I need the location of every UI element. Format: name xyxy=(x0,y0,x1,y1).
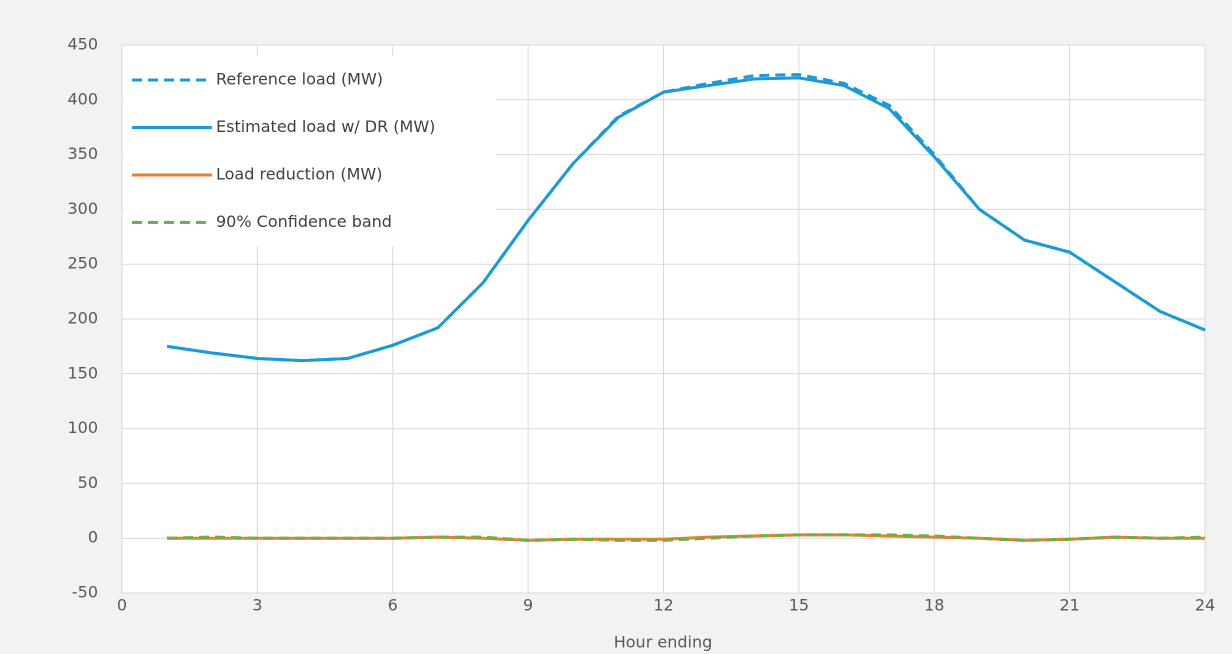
legend: Reference load (MW) Estimated load w/ DR … xyxy=(124,56,496,246)
x-tick-label: 18 xyxy=(924,596,944,615)
legend-label: 90% Confidence band xyxy=(216,212,392,231)
x-tick-label: 0 xyxy=(117,596,127,615)
y-tick-label: 450 xyxy=(67,35,98,54)
x-axis-title: Hour ending xyxy=(614,633,713,652)
lines xyxy=(166,73,1206,542)
x-tick-label: 21 xyxy=(1059,596,1079,615)
x-tick-label: 15 xyxy=(789,596,809,615)
x-tick-label: 9 xyxy=(523,596,533,615)
y-tick-label: -50 xyxy=(72,583,98,602)
y-tick-label: 250 xyxy=(67,254,98,273)
y-tick-label: 300 xyxy=(67,199,98,218)
y-tick-label: 150 xyxy=(67,363,98,382)
legend-label: Load reduction (MW) xyxy=(216,165,382,184)
series-line xyxy=(167,533,1206,542)
y-tick-label: 350 xyxy=(67,144,98,163)
legend-box xyxy=(124,56,496,246)
y-tick-label: 200 xyxy=(67,309,98,328)
grid: -50 0 50 100 150 200 250 300 350 400 450 0 3 6 9 12 15 18… xyxy=(67,35,1215,615)
y-tick-label: 0 xyxy=(88,528,98,547)
x-tick-label: 6 xyxy=(388,596,398,615)
y-tick-label: 400 xyxy=(67,89,98,108)
x-tick-label: 24 xyxy=(1195,596,1215,615)
series-line xyxy=(166,76,1206,363)
y-tick-label: 50 xyxy=(78,473,98,492)
legend-label: Reference load (MW) xyxy=(216,70,383,89)
legend-label: Estimated load w/ DR (MW) xyxy=(216,117,435,136)
x-tick-label: 12 xyxy=(653,596,673,615)
y-tick-label: 100 xyxy=(67,418,98,437)
x-tick-label: 3 xyxy=(252,596,262,615)
